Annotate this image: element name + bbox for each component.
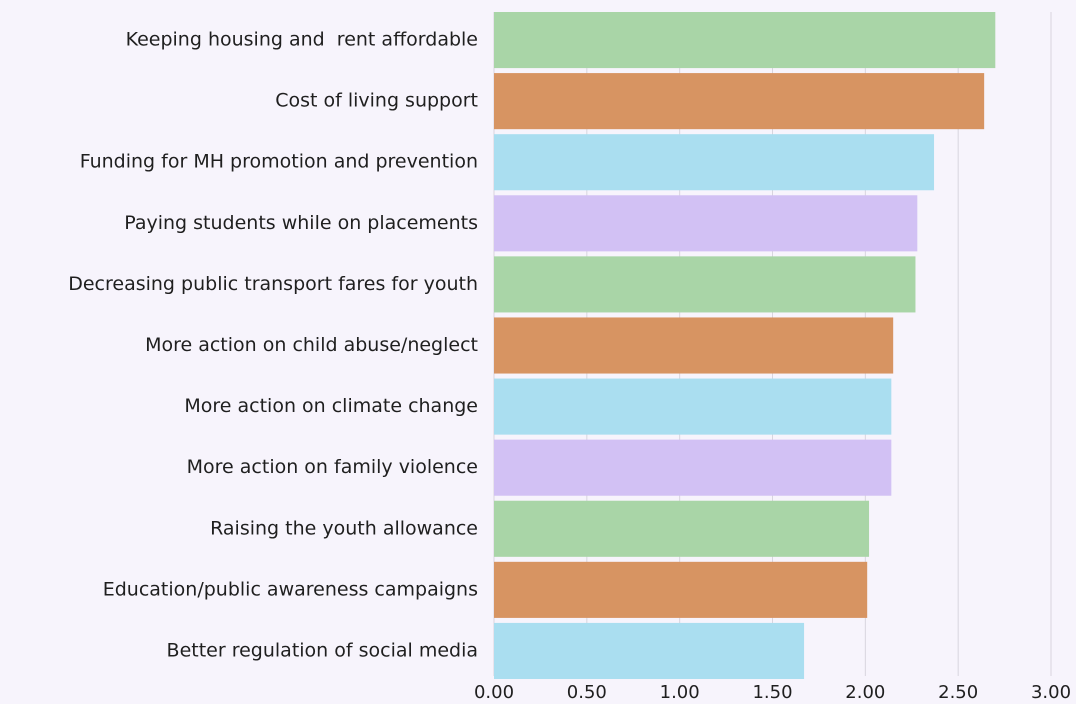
bar xyxy=(494,12,996,69)
y-tick-label: Decreasing public transport fares for yo… xyxy=(68,273,478,295)
bar xyxy=(494,378,892,435)
x-tick-label: 2.00 xyxy=(845,682,885,703)
y-tick-label: Keeping housing and rent affordable xyxy=(126,29,478,51)
bar xyxy=(494,195,918,252)
bar xyxy=(494,561,868,618)
y-tick-label: More action on family violence xyxy=(187,456,478,478)
x-tick-label: 1.00 xyxy=(660,682,700,703)
y-tick-label: Education/public awareness campaigns xyxy=(103,578,478,600)
y-tick-label: Better regulation of social media xyxy=(167,639,478,661)
y-tick-label: More action on child abuse/neglect xyxy=(145,334,478,356)
x-tick-label: 1.50 xyxy=(752,682,792,703)
y-tick-label: Cost of living support xyxy=(275,90,478,112)
x-tick-label: 0.50 xyxy=(567,682,607,703)
bar xyxy=(494,134,935,191)
bar xyxy=(494,439,892,496)
y-tick-label: Funding for MH promotion and prevention xyxy=(80,151,478,173)
bar xyxy=(494,622,805,679)
y-tick-label: Raising the youth allowance xyxy=(210,517,478,539)
bar xyxy=(494,73,985,130)
bar xyxy=(494,500,870,557)
bar xyxy=(494,256,916,313)
x-tick-label: 2.50 xyxy=(938,682,978,703)
x-tick-label: 0.00 xyxy=(474,682,514,703)
x-tick-label: 3.00 xyxy=(1031,682,1071,703)
y-tick-label: Paying students while on placements xyxy=(124,212,478,234)
y-tick-label: More action on climate change xyxy=(184,395,478,417)
bar xyxy=(494,317,894,374)
